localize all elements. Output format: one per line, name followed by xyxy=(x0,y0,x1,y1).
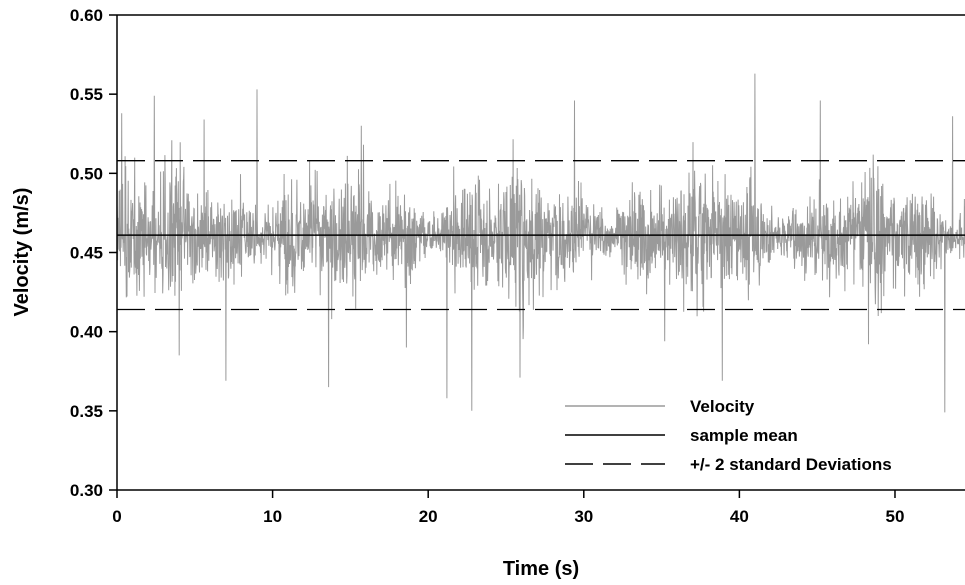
legend-label-sample-mean: sample mean xyxy=(690,426,798,445)
y-tick-label: 0.40 xyxy=(70,323,103,342)
y-ticks: 0.30 0.35 0.40 0.45 0.50 0.55 0.60 xyxy=(70,6,117,500)
x-tick-label: 40 xyxy=(730,507,749,526)
legend-label-std-dev: +/- 2 standard Deviations xyxy=(690,455,892,474)
velocity-series xyxy=(116,73,965,413)
x-tick-label: 20 xyxy=(419,507,438,526)
y-tick-label: 0.55 xyxy=(70,85,103,104)
x-axis-label: Time (s) xyxy=(503,558,579,580)
x-tick-label: 30 xyxy=(574,507,593,526)
y-tick-label: 0.35 xyxy=(70,402,103,421)
x-tick-label: 10 xyxy=(263,507,282,526)
y-axis-label: Velocity (m/s) xyxy=(11,188,33,317)
y-tick-label: 0.30 xyxy=(70,481,103,500)
y-tick-label: 0.60 xyxy=(70,6,103,25)
y-tick-label: 0.45 xyxy=(70,244,103,263)
axes xyxy=(116,14,965,491)
x-tick-label: 0 xyxy=(112,507,121,526)
reference-lines xyxy=(117,160,965,311)
x-tick-label: 50 xyxy=(886,507,905,526)
legend-label-velocity: Velocity xyxy=(690,397,755,416)
y-tick-label: 0.50 xyxy=(70,164,103,183)
velocity-line xyxy=(116,73,965,413)
x-ticks: 0 10 20 30 40 50 xyxy=(112,490,904,526)
legend: Velocity sample mean +/- 2 standard Devi… xyxy=(565,397,892,474)
